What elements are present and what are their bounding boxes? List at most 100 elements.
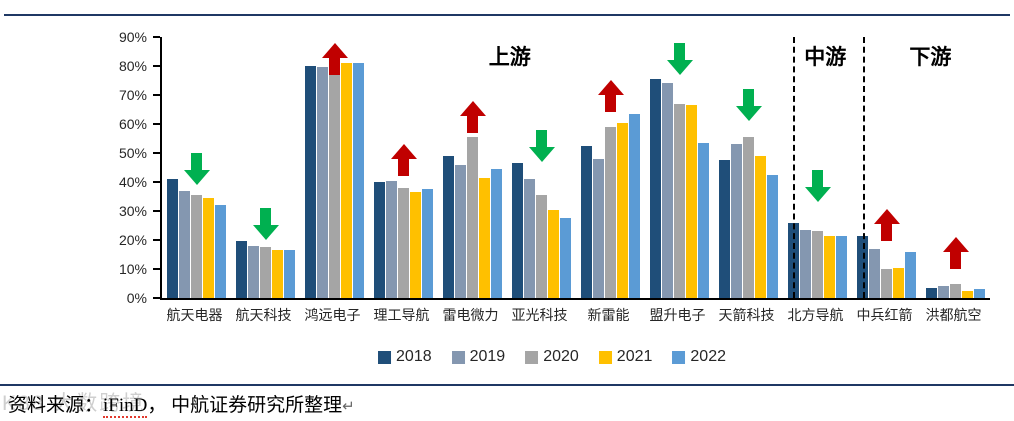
bar-2021	[755, 155, 766, 298]
legend-label: 2022	[690, 348, 726, 365]
bar-2022	[767, 174, 778, 298]
y-tick-label: 30%	[118, 203, 147, 219]
section-divider-dashed-line	[863, 37, 866, 298]
legend-swatch-icon	[378, 350, 392, 364]
bar-2022	[974, 289, 985, 298]
down-arrow-icon	[804, 170, 831, 203]
bar-2019	[869, 248, 880, 298]
y-tick-mark	[153, 152, 160, 154]
x-category-label: 理工导航	[373, 307, 430, 323]
legend-item-2021: 2021	[598, 348, 652, 366]
bar-2019	[455, 164, 466, 298]
bar-2021	[479, 177, 490, 298]
legend-label: 2018	[396, 348, 432, 365]
y-tick-label: 90%	[118, 29, 147, 45]
plot-area: 上游 中游 下游	[153, 36, 990, 300]
paragraph-mark-icon: ↵	[342, 398, 355, 415]
bar-2020	[398, 187, 409, 298]
y-tick-mark	[153, 239, 160, 241]
chart-legend: 2018 2019 2020 2021 2022	[378, 348, 726, 366]
bar-2022	[905, 251, 916, 298]
bar-2020	[950, 283, 961, 298]
down-arrow-icon	[528, 129, 555, 162]
x-category-label: 新雷能	[587, 307, 630, 323]
bar-2020	[260, 247, 271, 298]
bar-group	[714, 37, 783, 298]
bar-2022	[284, 250, 295, 298]
bar-2022	[422, 189, 433, 298]
x-category-label: 雷电微力	[442, 307, 499, 323]
legend-item-2022: 2022	[672, 348, 726, 366]
bar-2018	[374, 182, 385, 298]
y-tick-mark	[153, 123, 160, 125]
x-category-label: 北方导航	[787, 307, 844, 323]
source-prefix: 资料来源：	[8, 395, 104, 416]
bar-2020	[674, 103, 685, 298]
bottom-divider-line	[0, 384, 1014, 386]
y-tick-label: 40%	[118, 174, 147, 190]
section-divider-dashed-line	[792, 37, 795, 298]
y-tick-mark	[153, 65, 160, 67]
up-arrow-icon	[597, 80, 624, 113]
bar-2022	[629, 113, 640, 298]
y-tick-mark	[153, 181, 160, 183]
bar-2021	[686, 105, 697, 298]
y-tick-mark	[153, 210, 160, 212]
bar-group	[438, 37, 507, 298]
bar-2022	[698, 142, 709, 298]
y-tick-mark	[153, 94, 160, 96]
bar-2019	[317, 67, 328, 298]
bar-2019	[179, 190, 190, 298]
x-category-label: 鸿远电子	[304, 307, 361, 323]
bar-2021	[548, 209, 559, 298]
y-tick-label: 60%	[118, 116, 147, 132]
bar-2019	[386, 180, 397, 298]
down-arrow-icon	[252, 208, 279, 240]
bar-group	[369, 37, 438, 298]
section-label: 中游	[804, 46, 847, 69]
up-arrow-icon	[942, 237, 969, 269]
x-category-label: 天箭科技	[718, 307, 775, 323]
top-divider-line	[4, 14, 1010, 16]
bar-2021	[893, 267, 904, 298]
bar-2020	[191, 195, 202, 298]
bar-2020	[881, 269, 892, 298]
x-category-label: 洪都航空	[925, 307, 982, 323]
x-axis-labels: 航天电器 航天科技 鸿远电子 理工导航 雷电微力 亚光科技 新雷能 盟升电子 天箭科技 北方导航中…	[160, 305, 988, 325]
bar-2021	[410, 192, 421, 298]
bar-2019	[662, 83, 673, 298]
bar-2018	[236, 241, 247, 298]
bar-2020	[467, 137, 478, 298]
section-label: 上游	[488, 46, 531, 69]
legend-swatch-icon	[672, 350, 686, 364]
watermark: K88 大数跨境	[2, 392, 146, 415]
x-category-label: 航天电器	[166, 307, 223, 323]
legend-item-2019: 2019	[451, 348, 506, 366]
bar-2020	[743, 137, 754, 298]
bar-2018	[581, 145, 592, 298]
x-category-label: 盟升电子	[649, 307, 706, 323]
y-axis-labels: 0% 10% 20% 30% 40% 50% 60% 70% 80% 90%	[95, 29, 155, 306]
bar-group	[576, 37, 645, 298]
legend-label: 2019	[469, 348, 506, 365]
legend-item-2018: 2018	[378, 348, 432, 366]
bar-group	[921, 37, 990, 298]
y-tick-label: 80%	[118, 58, 147, 74]
bar-2022	[353, 63, 364, 298]
y-tick-label: 0%	[126, 290, 147, 306]
bar-2018	[167, 179, 178, 298]
source-suffix: ， 中航证券研究所整理	[147, 395, 343, 416]
bar-2018	[719, 160, 730, 298]
legend-swatch-icon	[451, 350, 465, 364]
legend-item-2020: 2020	[525, 348, 579, 366]
bar-2018	[305, 66, 316, 298]
y-tick-mark	[153, 268, 160, 270]
bar-2018	[512, 163, 523, 298]
bar-group	[852, 37, 921, 298]
y-tick-label: 70%	[118, 87, 147, 103]
bar-2022	[215, 205, 226, 298]
down-arrow-icon	[735, 89, 762, 122]
y-tick-mark	[153, 297, 160, 299]
section-label: 下游	[909, 46, 952, 69]
